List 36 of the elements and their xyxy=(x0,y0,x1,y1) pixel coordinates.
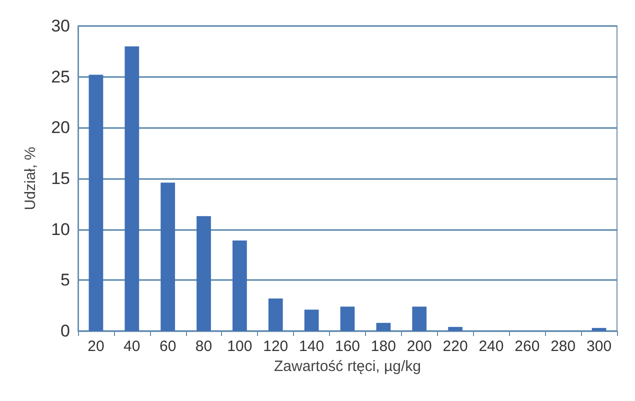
x-tick-label: 220 xyxy=(442,338,468,355)
bar xyxy=(304,310,319,331)
bar xyxy=(88,74,104,331)
x-tick-label: 140 xyxy=(299,338,324,355)
x-tick-label: 240 xyxy=(478,338,504,355)
x-tick-label: 80 xyxy=(195,338,212,355)
x-tick-label: 120 xyxy=(263,338,288,355)
bar xyxy=(124,46,140,331)
x-tick-label: 40 xyxy=(124,338,140,355)
bar xyxy=(592,328,606,331)
bar xyxy=(340,306,355,331)
x-tick-label: 60 xyxy=(159,338,176,355)
x-tick-label: 180 xyxy=(370,338,396,355)
bar xyxy=(196,216,211,331)
bar xyxy=(268,298,283,331)
y-tick-label: 20 xyxy=(51,118,70,138)
x-tick-label: 280 xyxy=(550,338,576,355)
bar xyxy=(232,240,247,331)
y-tick-label: 15 xyxy=(51,169,70,188)
bar xyxy=(160,182,176,331)
bar xyxy=(376,322,391,331)
y-tick-label: 10 xyxy=(51,220,70,239)
x-tick-label: 160 xyxy=(334,338,360,355)
x-tick-label: 200 xyxy=(406,338,432,355)
x-axis-title: Zawartość rtęci, µg/kg xyxy=(274,358,422,375)
y-tick-label: 5 xyxy=(60,270,70,290)
x-tick-label: 260 xyxy=(514,338,540,355)
y-tick-label: 30 xyxy=(51,16,70,36)
x-tick-label: 300 xyxy=(586,338,612,355)
bar xyxy=(412,306,427,331)
x-tick-label: 20 xyxy=(88,338,104,355)
bar xyxy=(448,326,462,331)
y-axis-title: Udział, % xyxy=(22,146,39,210)
x-tick-label: 100 xyxy=(227,338,252,355)
y-tick-label: 0 xyxy=(60,322,70,340)
y-tick-label: 25 xyxy=(51,67,70,86)
